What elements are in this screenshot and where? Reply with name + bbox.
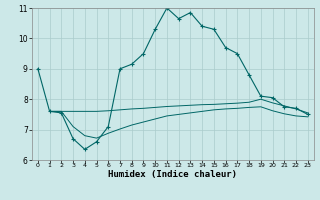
X-axis label: Humidex (Indice chaleur): Humidex (Indice chaleur) bbox=[108, 170, 237, 179]
